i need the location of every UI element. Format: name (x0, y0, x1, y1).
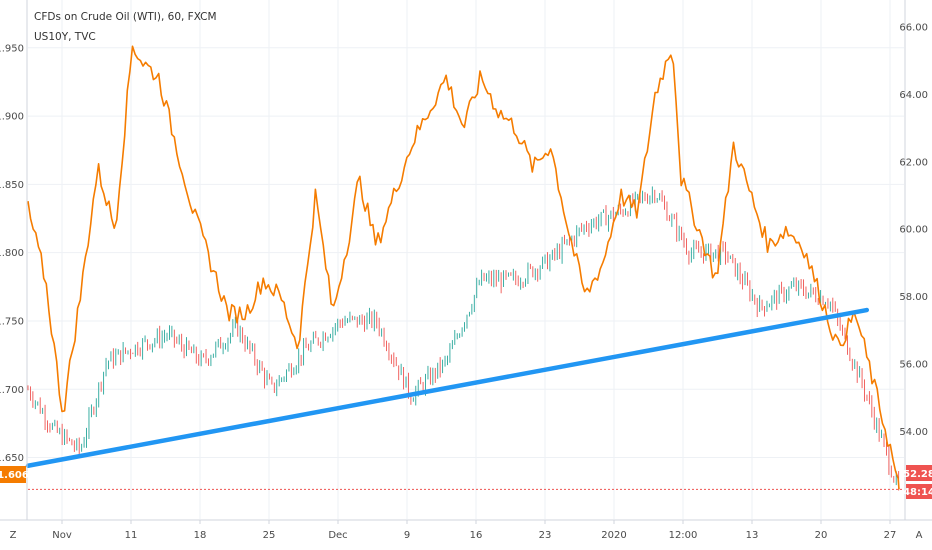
right-tick-label: 54.00 (899, 427, 928, 438)
time-tick-label: 20 (815, 530, 828, 541)
right-tick-label: 64.00 (899, 90, 928, 101)
time-tick-label: 11 (125, 530, 138, 541)
time-tick-label: 16 (470, 530, 483, 541)
time-tick-label: Nov (52, 530, 72, 541)
right-tick-label: 58.00 (899, 292, 928, 303)
right-tick-label: 66.00 (899, 22, 928, 33)
left-tick-label: 1.800 (0, 248, 24, 259)
series-title-us10y: US10Y, TVC (34, 31, 96, 43)
left-price-badge-label: 1.606 (0, 470, 29, 481)
left-tick-label: 1.750 (0, 316, 24, 327)
time-tick-label: 13 (746, 530, 759, 541)
time-tick-label: 23 (539, 530, 552, 541)
time-tick-label: 12:00 (669, 530, 698, 541)
time-tick-label: 9 (404, 530, 410, 541)
time-tick-label: Dec (328, 530, 347, 541)
left-tick-label: 1.900 (0, 112, 24, 123)
time-tick-label: 18 (194, 530, 207, 541)
time-axis[interactable]: Nov 11 18 25 Dec 9 16 23 2020 12:00 13 20 27 (52, 520, 896, 541)
trendline[interactable] (25, 307, 870, 468)
us10y-candlestick-series (27, 186, 900, 491)
left-tick-label: 1.950 (0, 43, 24, 54)
time-tick-label: 27 (884, 530, 897, 541)
series-title-crude: CFDs on Crude Oil (WTI), 60, FXCM (34, 11, 217, 23)
right-price-axis[interactable]: 66.00 64.00 62.00 60.00 58.00 56.00 54.00 (899, 22, 928, 437)
right-price-badge: 52.28 (903, 465, 932, 481)
auto-scale-button[interactable]: A (916, 530, 923, 541)
countdown-badge: 48:14 (903, 484, 932, 499)
time-tick-label: 25 (263, 530, 276, 541)
left-price-axis[interactable]: 1.950 1.900 1.850 1.800 1.750 1.700 1.650 (0, 43, 24, 464)
right-price-badge-label: 52.28 (903, 469, 932, 480)
right-tick-label: 56.00 (899, 359, 928, 370)
left-price-badge: 1.606 (0, 466, 29, 483)
countdown-badge-label: 48:14 (903, 487, 932, 498)
left-tick-label: 1.700 (0, 385, 24, 396)
zoom-reset-button-left[interactable]: Z (10, 530, 17, 541)
right-price-badge-bg (906, 465, 932, 481)
grid-lines (28, 0, 904, 519)
time-tick-label: 2020 (601, 530, 626, 541)
left-tick-label: 1.650 (0, 453, 24, 464)
left-tick-label: 1.850 (0, 180, 24, 191)
left-price-badge-bg (0, 466, 26, 483)
right-tick-label: 60.00 (899, 225, 928, 236)
right-tick-label: 62.00 (899, 157, 928, 168)
countdown-badge-bg (906, 484, 932, 499)
crude-oil-line (27, 45, 900, 490)
